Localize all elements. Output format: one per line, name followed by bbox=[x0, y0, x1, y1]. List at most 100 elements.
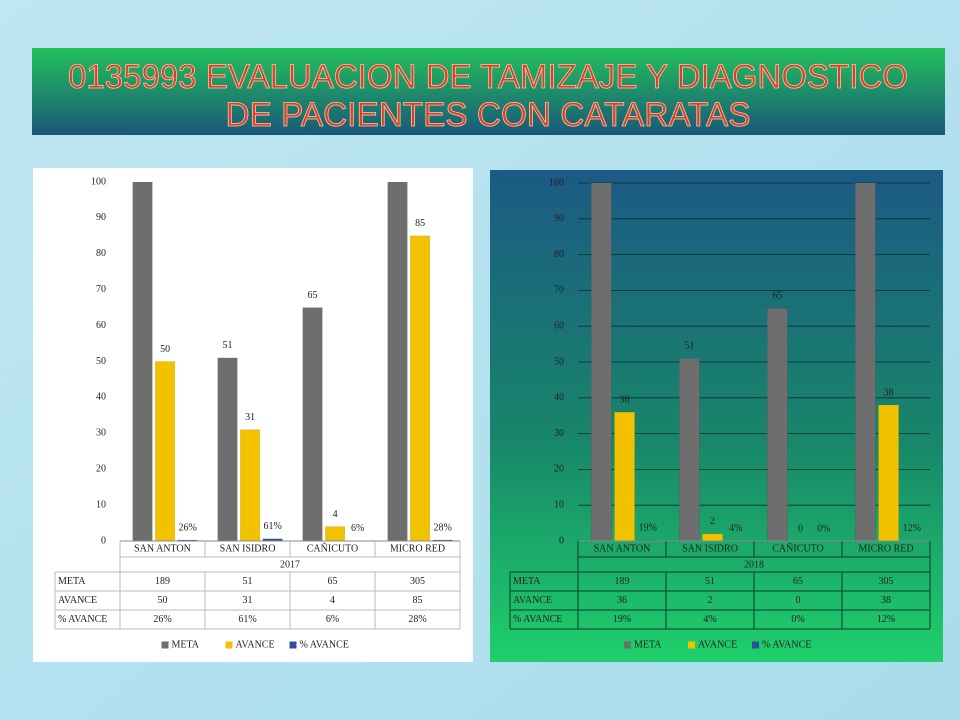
plot-area bbox=[590, 183, 923, 541]
table-cell: 38 bbox=[881, 595, 891, 606]
y-tick-label: 100 bbox=[91, 176, 106, 187]
table-cell: 51 bbox=[243, 576, 253, 587]
table-cell: 61% bbox=[238, 614, 256, 625]
y-tick-label: 30 bbox=[554, 428, 564, 439]
legend-swatch bbox=[225, 641, 233, 649]
x-axis-label: 2017 bbox=[280, 559, 300, 570]
bar bbox=[155, 361, 176, 541]
legend-swatch bbox=[688, 641, 695, 649]
table-cell: 4 bbox=[330, 595, 335, 606]
bar bbox=[410, 235, 431, 541]
data-label: 51 bbox=[223, 340, 233, 351]
table-cell: 6% bbox=[326, 614, 339, 625]
bar bbox=[590, 183, 612, 541]
table-cell: 189 bbox=[615, 576, 630, 587]
table-cell: 36 bbox=[617, 595, 627, 606]
table-row-label: % AVANCE bbox=[58, 614, 107, 625]
legend-label: META bbox=[634, 639, 662, 650]
table-cell: 305 bbox=[879, 576, 894, 587]
table-cell: 189 bbox=[155, 576, 170, 587]
x-tick-label: MICRO RED bbox=[858, 543, 913, 554]
bar bbox=[240, 429, 261, 541]
table-row-label: META bbox=[58, 576, 86, 587]
data-label: 28% bbox=[433, 522, 451, 533]
y-tick-label: 10 bbox=[554, 499, 564, 510]
data-label: 19% bbox=[639, 523, 657, 534]
data-label: 31 bbox=[245, 412, 255, 423]
bar bbox=[614, 411, 635, 541]
y-tick-label: 40 bbox=[554, 392, 564, 403]
data-label: 2 bbox=[710, 516, 715, 527]
y-tick-label: 50 bbox=[554, 356, 564, 367]
table-row-label: % AVANCE bbox=[513, 614, 562, 625]
x-axis-label: 2018 bbox=[744, 559, 764, 570]
legend-swatch bbox=[161, 641, 169, 649]
title-line: 0135993 EVALUACION DE TAMIZAJE Y DIAGNOS… bbox=[68, 58, 908, 96]
x-tick-label: SAN ANTON bbox=[134, 543, 191, 554]
data-label: 4 bbox=[333, 509, 338, 520]
y-tick-label: 60 bbox=[96, 320, 106, 331]
y-tick-label: 80 bbox=[554, 249, 564, 260]
y-tick-label: 20 bbox=[96, 463, 106, 474]
bar bbox=[878, 404, 899, 541]
table-cell: 0 bbox=[796, 595, 801, 606]
table-cell: 65 bbox=[328, 576, 338, 587]
y-tick-label: 80 bbox=[96, 248, 106, 259]
table-cell: 305 bbox=[410, 576, 425, 587]
legend-label: AVANCE bbox=[236, 639, 275, 650]
legend-label: % AVANCE bbox=[762, 639, 811, 650]
data-label: 4% bbox=[729, 523, 742, 534]
data-label: 85 bbox=[415, 218, 425, 229]
bar bbox=[854, 183, 876, 541]
table-cell: 12% bbox=[877, 614, 895, 625]
x-tick-label: SAN ISIDRO bbox=[682, 543, 738, 554]
data-label: 50 bbox=[160, 344, 170, 355]
table-cell: 31 bbox=[243, 595, 253, 606]
data-label: 51 bbox=[684, 341, 694, 352]
plot-area bbox=[132, 182, 453, 541]
title-line: DE PACIENTES CON CATARATAS bbox=[226, 96, 751, 134]
y-tick-label: 20 bbox=[554, 464, 564, 475]
y-tick-label: 10 bbox=[96, 499, 106, 510]
bar bbox=[432, 539, 453, 541]
table-cell: 28% bbox=[408, 614, 426, 625]
y-tick-label: 0 bbox=[101, 535, 106, 546]
y-tick-label: 60 bbox=[554, 320, 564, 331]
table-cell: 51 bbox=[705, 576, 715, 587]
bar bbox=[678, 358, 700, 541]
bar bbox=[262, 538, 283, 541]
table-row-label: AVANCE bbox=[58, 595, 97, 606]
y-tick-label: 90 bbox=[96, 212, 106, 223]
legend-label: AVANCE bbox=[698, 639, 737, 650]
y-tick-label: 40 bbox=[96, 392, 106, 403]
data-label: 61% bbox=[263, 521, 281, 532]
data-label: 36 bbox=[620, 394, 630, 405]
data-label: 0% bbox=[817, 523, 830, 534]
data-label: 12% bbox=[903, 523, 921, 534]
x-tick-label: MICRO RED bbox=[390, 543, 445, 554]
legend-label: % AVANCE bbox=[300, 639, 349, 650]
data-label: 6% bbox=[351, 523, 364, 534]
legend-swatch bbox=[624, 641, 631, 649]
y-tick-label: 30 bbox=[96, 428, 106, 439]
y-tick-label: 100 bbox=[549, 177, 564, 188]
table-cell: 19% bbox=[613, 614, 631, 625]
y-tick-label: 0 bbox=[559, 535, 564, 546]
data-label: 38 bbox=[884, 387, 894, 398]
bar bbox=[302, 307, 323, 541]
table-cell: 50 bbox=[158, 595, 168, 606]
legend-swatch bbox=[752, 641, 759, 649]
data-label: 26% bbox=[178, 522, 196, 533]
bar bbox=[702, 533, 723, 541]
x-tick-label: CAÑICUTO bbox=[772, 542, 823, 554]
table-cell: 0% bbox=[791, 614, 804, 625]
y-tick-label: 70 bbox=[554, 285, 564, 296]
x-tick-label: SAN ISIDRO bbox=[220, 543, 276, 554]
table-cell: 26% bbox=[153, 614, 171, 625]
table-row-label: META bbox=[513, 576, 541, 587]
y-tick-label: 50 bbox=[96, 356, 106, 367]
data-label: 65 bbox=[772, 291, 782, 302]
table-cell: 65 bbox=[793, 576, 803, 587]
table-cell: 2 bbox=[708, 595, 713, 606]
bar bbox=[132, 182, 153, 541]
